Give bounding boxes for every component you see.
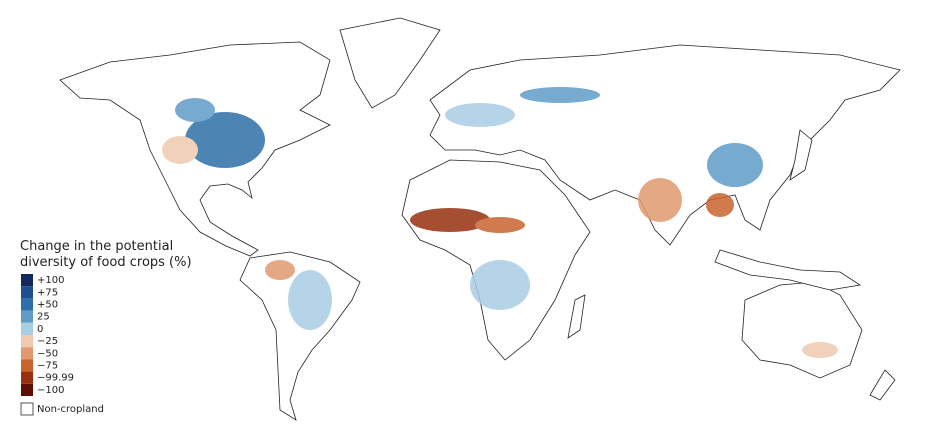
legend-swatch <box>21 359 33 372</box>
legend-title: Change in the potential <box>20 239 173 254</box>
legend-label: Non-cropland <box>37 404 104 415</box>
legend: Change in the potential diversity of foo… <box>20 239 192 416</box>
crop-diversity-patches <box>162 87 838 358</box>
legend-swatch <box>21 335 33 348</box>
legend-swatch <box>21 298 33 311</box>
legend-label: +100 <box>37 275 64 286</box>
legend-swatch <box>21 286 33 299</box>
legend-label: −99.99 <box>37 373 74 384</box>
australia <box>741 281 863 379</box>
africa <box>401 159 591 361</box>
legend-swatch <box>21 322 33 335</box>
japan <box>789 129 813 181</box>
indonesia <box>714 249 862 291</box>
legend-label: 0 <box>37 324 43 335</box>
legend-label: −100 <box>37 385 64 396</box>
legend-label: +75 <box>37 287 58 298</box>
legend-label: −25 <box>37 336 58 347</box>
new-zealand <box>869 369 896 401</box>
legend-label: −75 <box>37 361 58 372</box>
legend-label: −50 <box>37 348 58 359</box>
greenland <box>339 17 441 109</box>
legend-swatch <box>21 310 33 323</box>
legend-swatch <box>21 347 33 360</box>
legend-swatch <box>21 371 33 384</box>
non-cropland-swatch <box>20 402 34 416</box>
legend-label: 25 <box>37 312 50 323</box>
legend-label: +50 <box>37 300 58 311</box>
legend-swatch <box>21 383 33 396</box>
legend-swatch <box>21 274 33 287</box>
legend-title: diversity of food crops (%) <box>20 255 192 270</box>
madagascar <box>567 294 586 339</box>
